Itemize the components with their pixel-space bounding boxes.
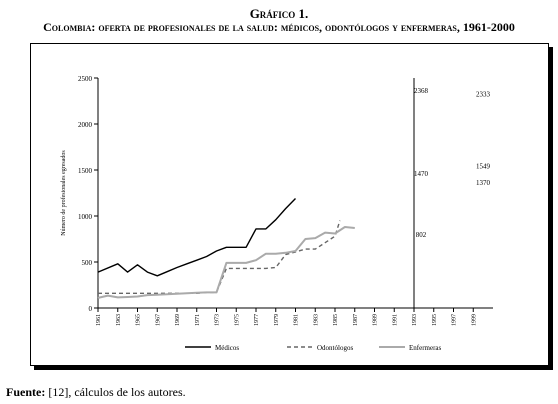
annotation-value: 1549 — [476, 162, 491, 170]
line-chart: 0 500 1000 1500 2000 2500 Número de profesiona… — [60, 75, 493, 352]
x-tick-label: 1971 — [195, 314, 201, 326]
annotation-value: 1470 — [414, 170, 429, 178]
x-tick-label: 1999 — [471, 314, 477, 326]
source-text: [12], cálculos de los autores. — [45, 385, 186, 399]
series-line-médicos — [97, 198, 296, 277]
x-tick-label: 1989 — [373, 314, 379, 326]
x-tick-label: 1965 — [136, 314, 142, 326]
x-tick-label: 1973 — [215, 314, 221, 326]
x-tick-label: 1983 — [313, 314, 319, 326]
x-tick-label: 1981 — [294, 314, 300, 326]
x-tick-label: 1977 — [254, 314, 260, 326]
annotation-value: 1370 — [476, 179, 491, 187]
x-tick-label: 1961 — [96, 314, 102, 326]
source-note: Fuente: [12], cálculos de los autores. — [6, 385, 186, 400]
x-tick-label: 1975 — [234, 314, 240, 326]
chart-frame: 0 500 1000 1500 2000 2500 Número de profesiona… — [30, 43, 549, 366]
series-line-enfermeras — [97, 226, 355, 299]
x-tick-label: 1995 — [432, 314, 438, 326]
x-tick-label: 1987 — [353, 314, 359, 326]
y-axis-label: Número de profesionales egresados — [60, 150, 67, 236]
annotation-value: 2368 — [414, 87, 429, 95]
x-tick-label: 1993 — [412, 314, 418, 326]
x-tick-label: 1985 — [333, 314, 339, 326]
legend-label: Odontólogos — [317, 344, 353, 352]
x-tick-label: 1969 — [175, 314, 181, 326]
y-tick-label: 2500 — [78, 75, 93, 83]
y-tick-label: 1000 — [78, 213, 93, 221]
annotation-value: 2333 — [476, 90, 491, 98]
annotation-value: 802 — [416, 231, 427, 239]
x-tick-label: 1963 — [116, 314, 122, 326]
series-line-odontólogos — [98, 220, 341, 295]
x-tick-label: 1991 — [392, 314, 398, 326]
y-tick-label: 500 — [82, 259, 93, 267]
y-tick-label: 0 — [89, 305, 93, 313]
figure-title: Colombia: oferta de profesionales de la … — [43, 20, 515, 34]
source-label: Fuente: — [6, 385, 46, 399]
legend-label: Enfermeras — [409, 344, 442, 352]
figure-number: Gráfico 1. — [249, 6, 309, 21]
legend-label: Médicos — [215, 344, 239, 352]
x-tick-label: 1997 — [452, 314, 458, 326]
x-tick-label: 1967 — [155, 314, 161, 326]
y-tick-label: 2000 — [78, 121, 93, 129]
y-tick-label: 1500 — [78, 167, 93, 175]
x-tick-label: 1979 — [274, 314, 280, 326]
